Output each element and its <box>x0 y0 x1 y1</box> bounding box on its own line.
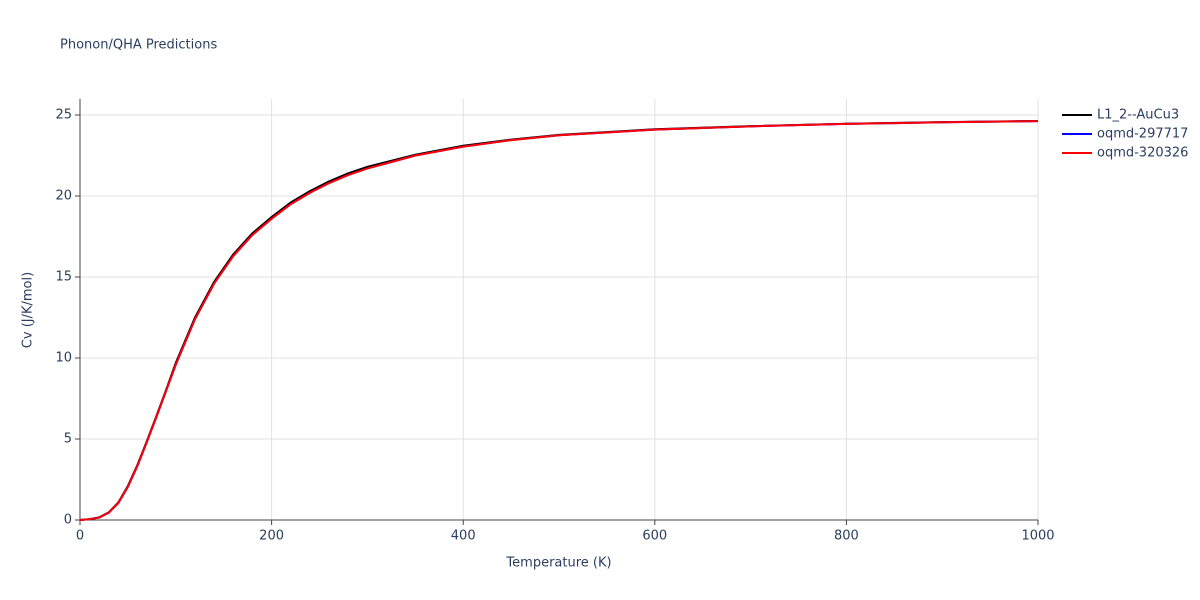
legend-label: L1_2--AuCu3 <box>1097 108 1179 123</box>
legend-label: oqmd-320326 <box>1097 146 1188 161</box>
series-line <box>79 120 1039 521</box>
x-tick-label: 200 <box>259 529 284 544</box>
y-tick-label: 10 <box>55 351 72 366</box>
y-tick-label: 20 <box>55 189 72 204</box>
x-tick-label: 400 <box>451 529 476 544</box>
x-tick-label: 800 <box>834 529 859 544</box>
chart-title: Phonon/QHA Predictions <box>60 38 217 53</box>
y-tick-label: 15 <box>55 270 72 285</box>
x-tick-label: 0 <box>76 529 84 544</box>
x-axis-title: Temperature (K) <box>505 556 611 571</box>
y-tick-label: 5 <box>64 432 72 447</box>
y-tick-label: 0 <box>64 513 72 528</box>
series-line <box>79 120 1039 521</box>
legend-label: oqmd-297717 <box>1097 127 1188 142</box>
y-tick-label: 25 <box>55 108 72 123</box>
x-tick-label: 600 <box>642 529 667 544</box>
x-tick-label: 1000 <box>1021 529 1054 544</box>
series-line <box>79 119 1039 521</box>
y-axis-title: Cv (J/K/mol) <box>21 272 36 348</box>
